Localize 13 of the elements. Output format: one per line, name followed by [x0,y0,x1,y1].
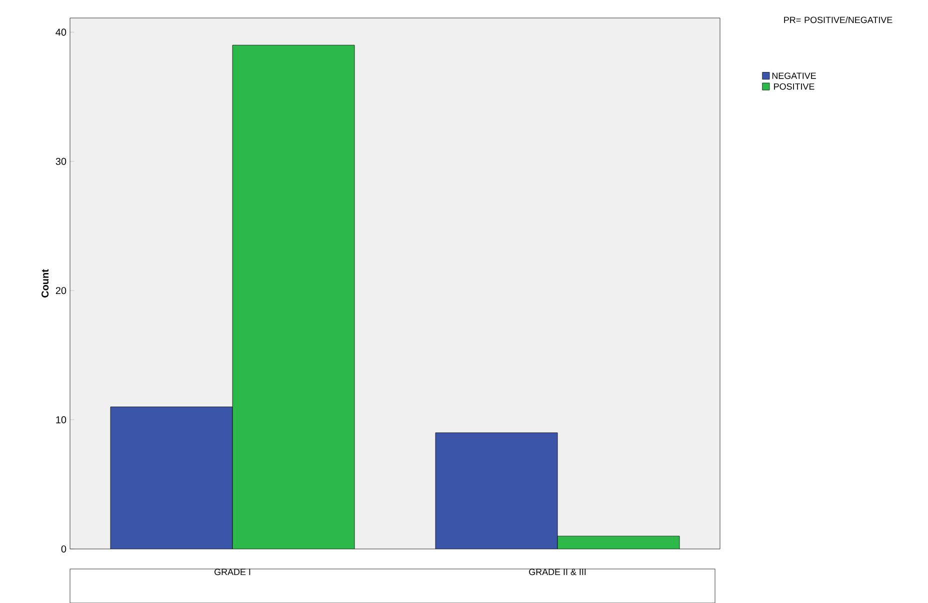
y-tick-label: 20 [56,287,66,294]
y-axis-title: Count [42,269,49,298]
y-tick-label: 40 [56,28,66,36]
x-tick-label: GRADE II & III [529,568,586,576]
x-tick-label: GRADE I [214,568,250,576]
y-tick-label: 10 [56,416,66,424]
bar [557,536,680,549]
y-tick-label: 30 [56,158,66,165]
bar [232,44,355,549]
legend-label: POSITIVE [774,83,814,90]
legend-title: PR= POSITIVE/NEGATIVE [784,16,892,24]
legend-label: NEGATIVE [772,72,816,79]
y-tick-label: 0 [61,545,66,553]
